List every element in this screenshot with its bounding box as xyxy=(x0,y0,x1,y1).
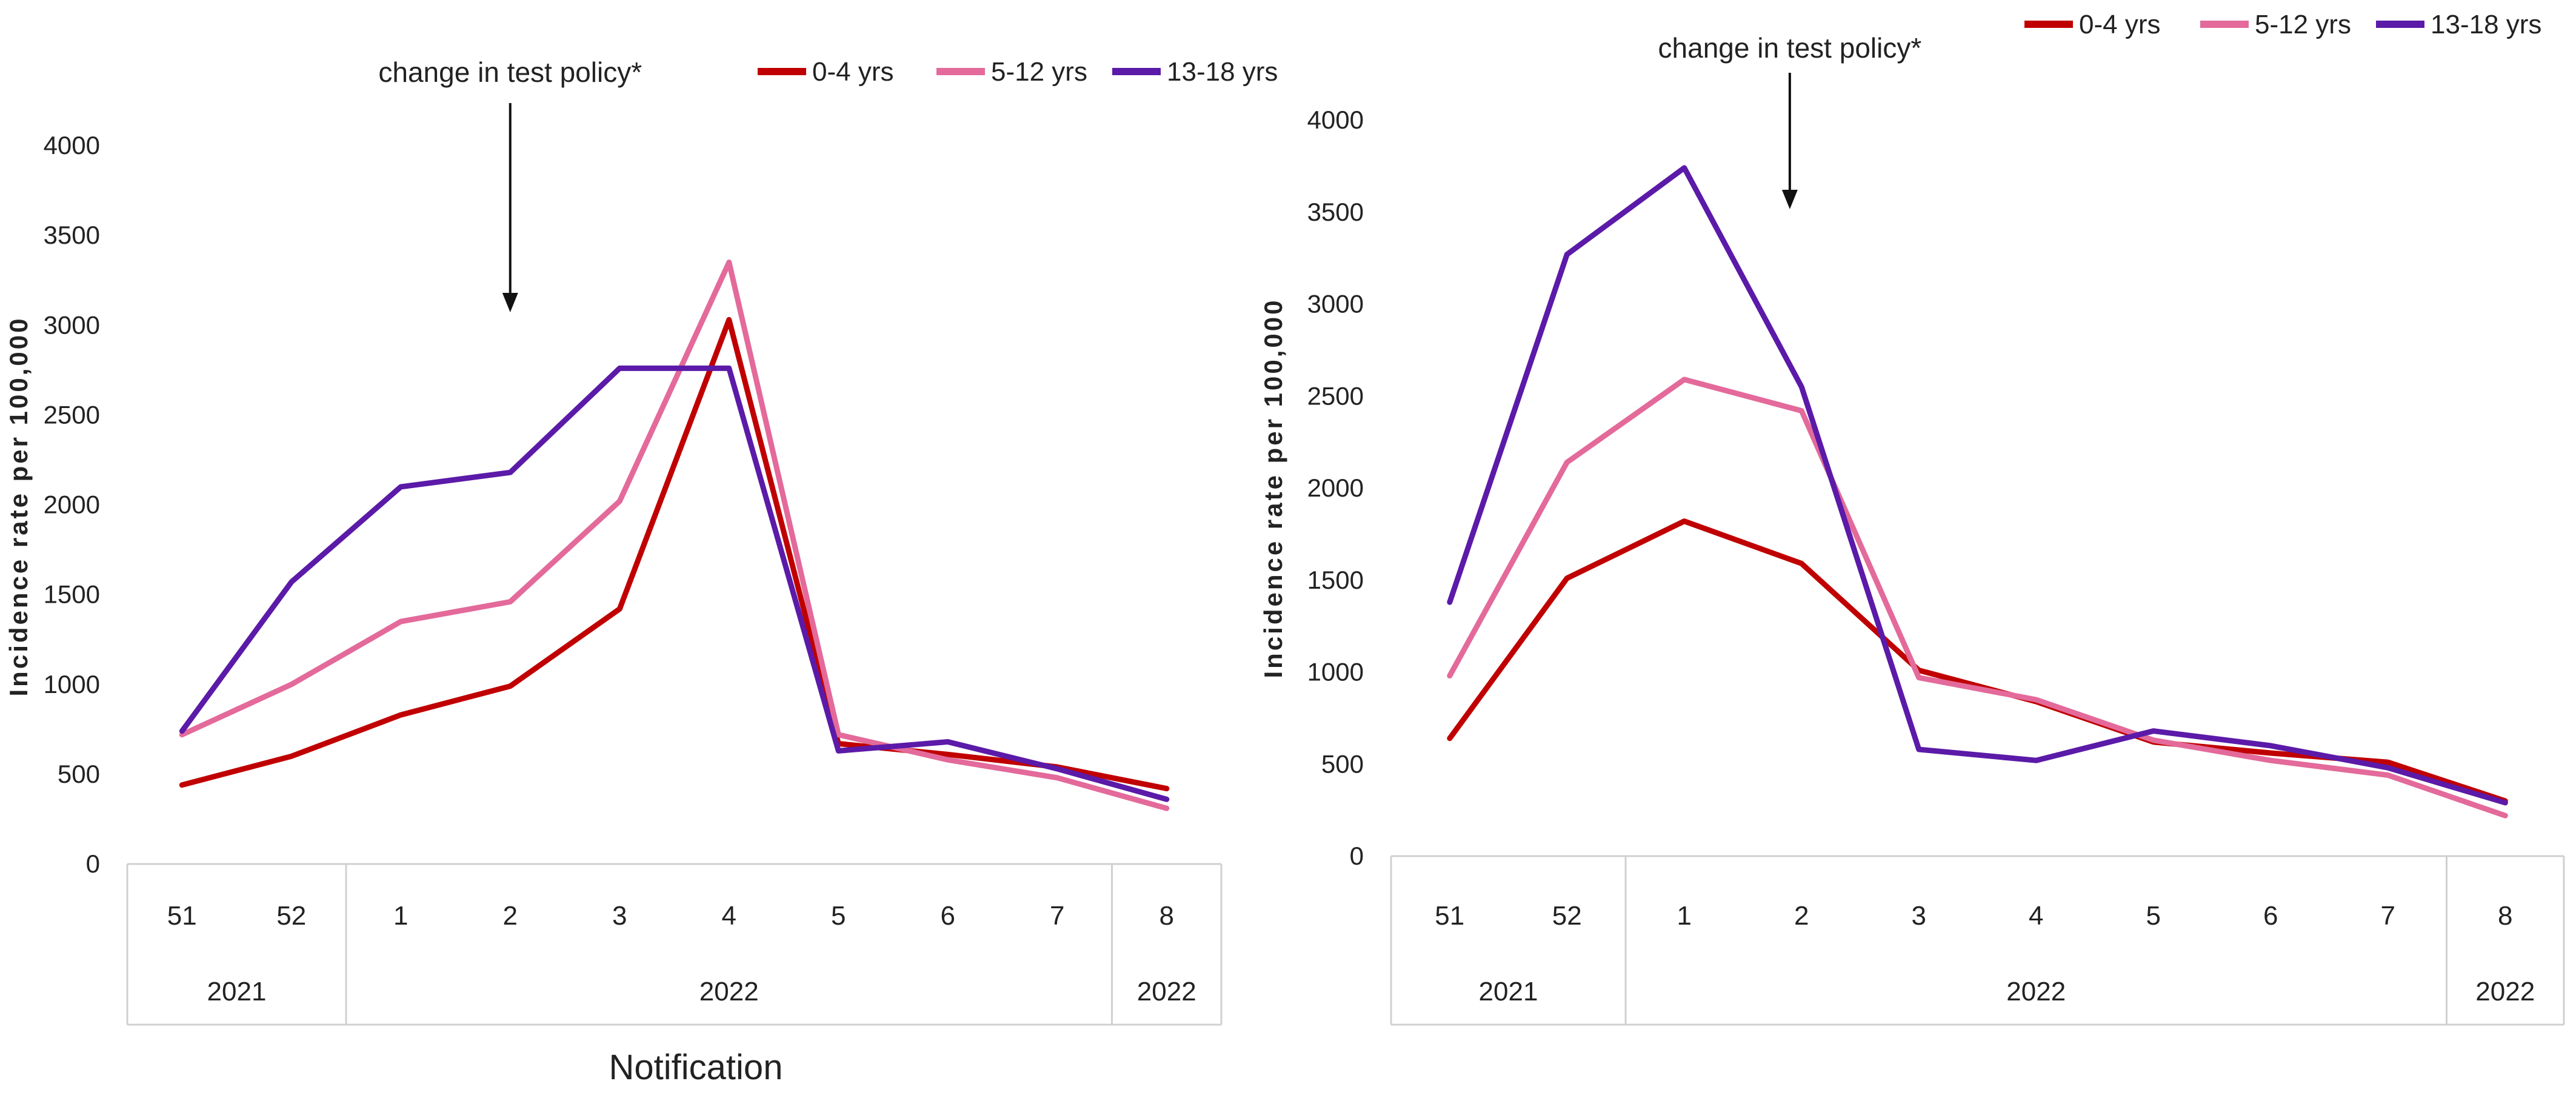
x-tick-label: 6 xyxy=(941,901,955,931)
year-group-label: 2022 xyxy=(699,977,759,1006)
x-tick-label: 2 xyxy=(503,901,518,931)
x-tick-label: 5 xyxy=(2146,901,2161,931)
year-group-label: 2022 xyxy=(2475,977,2535,1006)
x-tick-label: 8 xyxy=(2498,901,2512,931)
y-tick-label: 3500 xyxy=(1307,198,1364,226)
policy-annotation: change in test policy* xyxy=(1658,32,1922,64)
x-tick-label: 4 xyxy=(2029,901,2043,931)
series-line-13-18-yrs xyxy=(1447,165,2508,806)
year-group-label: 2021 xyxy=(207,977,267,1006)
year-group-label: 2021 xyxy=(1479,977,1538,1006)
y-axis-title: Incidence rate per 100,000 xyxy=(4,316,33,697)
y-tick-label: 2000 xyxy=(44,491,100,519)
y-tick-label: 2500 xyxy=(44,400,100,429)
y-tick-label: 3000 xyxy=(44,310,100,339)
x-tick-label: 51 xyxy=(1435,901,1464,931)
y-tick-label: 500 xyxy=(1321,749,1364,778)
legend-label: 5-12 yrs xyxy=(991,57,1087,87)
policy-arrow-head xyxy=(1781,190,1798,209)
y-tick-label: 500 xyxy=(58,760,100,788)
x-tick-label: 6 xyxy=(2263,901,2278,931)
x-tick-label: 52 xyxy=(1552,901,1582,931)
year-group-label: 2022 xyxy=(2006,977,2066,1006)
legend-label: 5-12 yrs xyxy=(2255,10,2351,39)
y-tick-label: 3500 xyxy=(44,221,100,249)
y-tick-label: 4000 xyxy=(1307,105,1364,134)
right-chart: 0 500 1000 1500 2000 2500 3000 3500 4000 Incidenc… xyxy=(1259,10,2565,1026)
series-line-0-4-yrs xyxy=(179,316,1170,792)
x-tick-label: 4 xyxy=(722,901,736,931)
y-tick-label: 1500 xyxy=(1307,566,1364,594)
x-tick-label: 52 xyxy=(276,901,306,931)
x-tick-label: 3 xyxy=(612,901,627,931)
x-tick-label: 1 xyxy=(393,901,408,931)
x-tick-label: 5 xyxy=(831,901,846,931)
legend-label: 13-18 yrs xyxy=(1167,57,1278,87)
year-group-label: 2022 xyxy=(1137,977,1196,1006)
legend-label: 0-4 yrs xyxy=(2079,10,2160,39)
x-tick-label: 1 xyxy=(1677,901,1692,931)
x-tick-label: 8 xyxy=(1160,901,1174,931)
series-line-5-12-yrs xyxy=(179,260,1170,811)
y-axis-title: Incidence rate per 100,000 xyxy=(1259,298,1287,678)
y-tick-label: 2000 xyxy=(1307,474,1364,502)
x-tick-label: 7 xyxy=(2381,901,2395,931)
y-tick-label: 1500 xyxy=(44,580,100,609)
x-tick-label: 7 xyxy=(1050,901,1064,931)
series-line-13-18-yrs xyxy=(179,365,1170,802)
x-tick-label: 3 xyxy=(1912,901,1926,931)
policy-arrow-head xyxy=(502,293,518,312)
x-tick-label: 51 xyxy=(167,901,197,931)
series-line-5-12-yrs xyxy=(1447,377,2508,819)
legend-label: 13-18 yrs xyxy=(2431,10,2541,39)
policy-annotation: change in test policy* xyxy=(378,56,642,88)
y-tick-label: 1000 xyxy=(1307,658,1364,686)
y-tick-label: 0 xyxy=(1350,842,1364,870)
y-tick-label: 3000 xyxy=(1307,290,1364,318)
x-tick-label: 2 xyxy=(1794,901,1809,931)
legend-label: 0-4 yrs xyxy=(812,57,893,87)
left-chart: 0 500 1000 1500 2000 2500 3000 3500 4000 Incidenc… xyxy=(4,56,1278,1026)
x-axis-title: Notification xyxy=(609,1048,783,1087)
y-tick-label: 4000 xyxy=(44,131,100,159)
y-tick-label: 2500 xyxy=(1307,381,1364,410)
y-tick-label: 1000 xyxy=(44,670,100,698)
y-tick-label: 0 xyxy=(86,849,100,878)
